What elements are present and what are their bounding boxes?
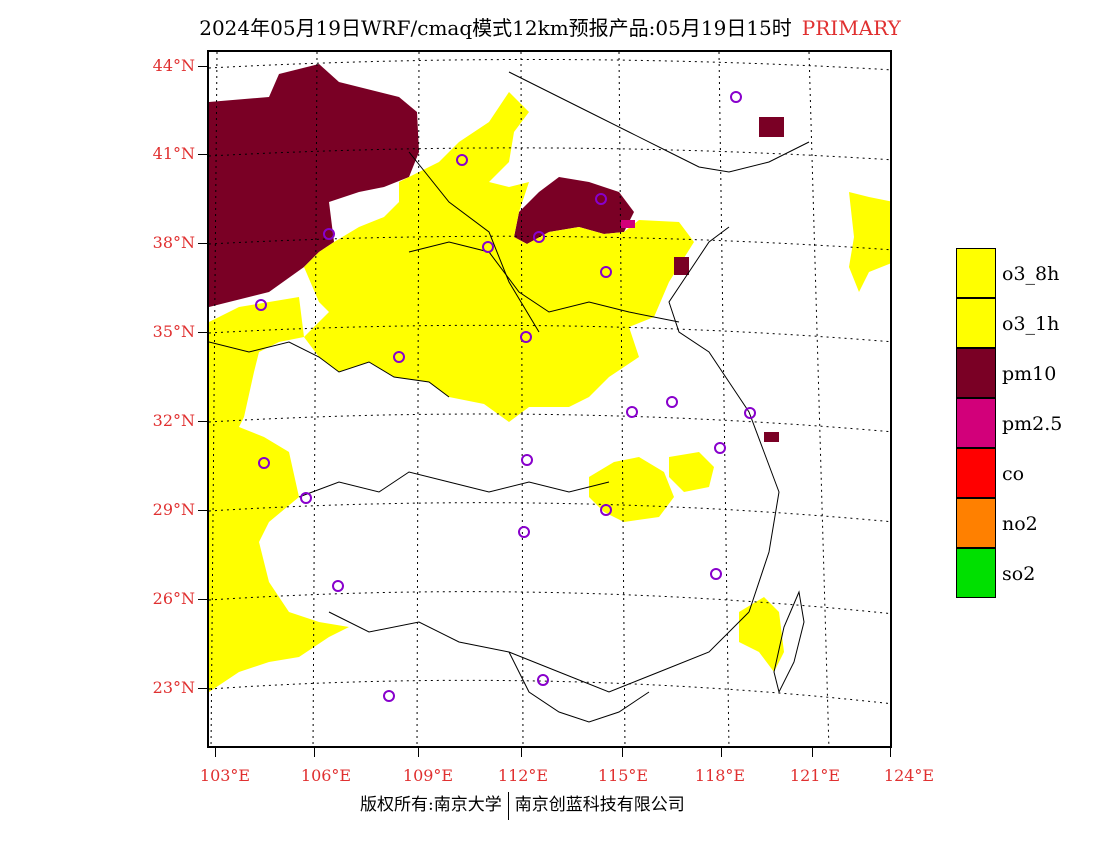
lon-tick	[890, 748, 891, 757]
station-marker	[537, 674, 549, 686]
lon-label-112: 112°E	[497, 766, 549, 785]
legend-swatch	[956, 298, 996, 348]
footer-right: 南京创蓝科技有限公司	[514, 795, 685, 815]
lon-tick	[622, 748, 623, 757]
lat-tick	[198, 154, 207, 155]
lat-tick	[198, 599, 207, 600]
station-marker	[600, 266, 612, 278]
lat-tick	[198, 66, 207, 67]
pm10-region-north-china	[514, 177, 634, 244]
station-marker	[323, 228, 335, 240]
lon-label-121: 121°E	[789, 766, 841, 785]
lat-label-44: 44°N	[152, 56, 195, 75]
station-marker	[533, 231, 545, 243]
lat-tick	[198, 243, 207, 244]
legend-label: no2	[1002, 513, 1038, 535]
pm10-patch-shanghai	[764, 432, 779, 442]
lat-label-32: 32°N	[152, 411, 195, 430]
graticule	[209, 52, 890, 746]
map-title: 2024年05月19日WRF/cmaq模式12km预报产品:05月19日15时 P…	[0, 12, 1100, 41]
lat-label-38: 38°N	[152, 233, 195, 252]
station-marker	[255, 299, 267, 311]
legend-swatch	[956, 348, 996, 398]
lat-label-35: 35°N	[152, 322, 195, 341]
legend-swatch	[956, 448, 996, 498]
copyright-footer: 版权所有:南京大学 南京创蓝科技有限公司	[360, 790, 685, 820]
lon-tick	[314, 748, 315, 757]
pm25-patch-hebei	[621, 220, 635, 228]
station-marker	[258, 457, 270, 469]
legend-label: o3_1h	[1002, 313, 1060, 335]
station-marker	[521, 454, 533, 466]
lat-tick	[198, 332, 207, 333]
o3-region-east-coast	[849, 192, 890, 292]
lon-label-106: 106°E	[300, 766, 352, 785]
legend-label: so2	[1002, 563, 1036, 585]
lon-label-103: 103°E	[199, 766, 251, 785]
footer-left: 版权所有:南京大学	[360, 795, 502, 815]
legend-label: pm2.5	[1002, 413, 1063, 435]
station-marker	[482, 241, 494, 253]
station-marker	[666, 396, 678, 408]
lon-tick	[215, 748, 216, 757]
title-main: 2024年05月19日WRF/cmaq模式12km预报产品:05月19日15时	[199, 16, 792, 40]
monitoring-stations	[255, 91, 756, 702]
pm10-patch-shandong	[674, 257, 689, 275]
lat-tick	[198, 421, 207, 422]
lat-label-29: 29°N	[152, 500, 195, 519]
station-marker	[730, 91, 742, 103]
station-marker	[456, 154, 468, 166]
pm10-patch-liaoning	[759, 117, 784, 137]
lat-label-26: 26°N	[152, 589, 195, 608]
station-marker	[626, 406, 638, 418]
lon-label-118: 118°E	[694, 766, 746, 785]
o3-region-zhejiang	[669, 452, 714, 492]
lon-tick	[418, 748, 419, 757]
legend-swatch	[956, 548, 996, 598]
lon-label-109: 109°E	[402, 766, 454, 785]
lat-label-23: 23°N	[152, 678, 195, 697]
pm10-region-northwest	[209, 64, 419, 307]
o3-region-jiangxi	[589, 457, 674, 522]
map-panel[interactable]	[207, 50, 892, 748]
lat-tick	[198, 688, 207, 689]
station-marker	[518, 526, 530, 538]
lon-tick	[521, 748, 522, 757]
station-marker	[714, 442, 726, 454]
lat-tick	[198, 510, 207, 511]
province-boundaries	[209, 71, 810, 723]
o3-region-taiwan-strait	[739, 597, 784, 672]
lat-label-41: 41°N	[152, 144, 195, 163]
station-marker	[332, 580, 344, 592]
lon-label-124: 124°E	[883, 766, 935, 785]
title-tag: PRIMARY	[801, 16, 901, 40]
legend-label: pm10	[1002, 363, 1057, 385]
legend-label: o3_8h	[1002, 263, 1060, 285]
legend-label: co	[1002, 463, 1025, 485]
station-marker	[710, 568, 722, 580]
footer-separator	[507, 791, 509, 820]
station-marker	[383, 690, 395, 702]
lon-tick	[721, 748, 722, 757]
station-marker	[595, 193, 607, 205]
legend-swatch	[956, 498, 996, 548]
map-canvas	[209, 52, 890, 746]
station-marker	[393, 351, 405, 363]
station-marker	[300, 492, 312, 504]
lon-tick	[812, 748, 813, 757]
legend-swatch	[956, 248, 996, 298]
o3-region-west	[209, 297, 349, 692]
station-marker	[744, 407, 756, 419]
legend-swatch	[956, 398, 996, 448]
lon-label-115: 115°E	[597, 766, 649, 785]
station-marker	[600, 504, 612, 516]
station-marker	[520, 331, 532, 343]
